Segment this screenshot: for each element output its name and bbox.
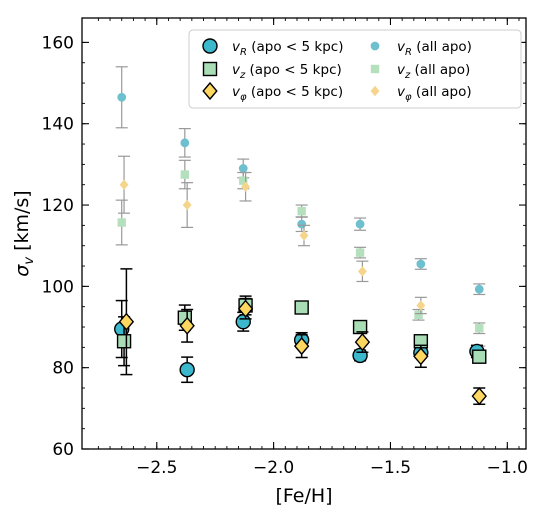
plot-area (81, 17, 527, 450)
data-point (293, 337, 310, 356)
data-point (355, 248, 365, 257)
legend-item: vz (all apo) (370, 62, 470, 81)
legend-label: vR (all apo) (397, 39, 472, 58)
data-point (237, 299, 254, 318)
legend-label: vz (all apo) (397, 62, 470, 81)
data-point (179, 316, 195, 335)
series-5 (118, 155, 486, 363)
legend-marker (370, 85, 380, 97)
x-tick-label: −2.0 (253, 458, 294, 478)
x-axis-label: [Fe/H] (275, 485, 332, 507)
data-point (352, 319, 368, 335)
data-point (357, 266, 367, 277)
data-point (352, 347, 368, 364)
x-tick-label: −2.5 (136, 458, 177, 478)
data-point (119, 179, 129, 190)
data-point (180, 138, 190, 148)
y-tick-label: 80 (52, 359, 74, 379)
data-point (414, 310, 423, 320)
legend-label: vR (apo < 5 kpc) (232, 39, 343, 58)
legend-marker (202, 61, 218, 77)
y-tick-label: 60 (52, 440, 74, 460)
series-2 (118, 268, 487, 406)
data-point (117, 218, 126, 227)
legend-marker (370, 41, 380, 51)
y-axis-label: σv [km/s] (11, 190, 37, 276)
data-point (475, 324, 484, 333)
data-point (235, 314, 251, 330)
series-4 (115, 159, 486, 335)
legend-label: vz (apo < 5 kpc) (232, 62, 342, 81)
x-tick-label: −1.5 (370, 458, 411, 478)
data-point (180, 170, 190, 179)
data-point (416, 300, 426, 311)
data-point (182, 199, 192, 211)
y-tick-label: 160 (42, 33, 74, 53)
data-point (416, 259, 426, 269)
legend-item: vφ (apo < 5 kpc) (202, 81, 343, 103)
legend-marker (202, 38, 218, 54)
data-point (117, 92, 127, 102)
data-point (241, 181, 251, 192)
legend-label: vφ (apo < 5 kpc) (232, 84, 343, 103)
data-point (294, 300, 309, 315)
y-tick-label: 100 (42, 277, 74, 297)
data-point (297, 206, 306, 216)
legend-item: vR (apo < 5 kpc) (202, 38, 343, 58)
legend-item: vR (all apo) (370, 39, 472, 58)
legend-item: vz (apo < 5 kpc) (202, 61, 342, 81)
data-point (354, 332, 371, 352)
data-point (471, 387, 487, 406)
plot-frame (81, 17, 527, 450)
data-point (116, 334, 132, 349)
data-point (472, 349, 487, 364)
data-point (118, 312, 135, 331)
legend: vR (apo < 5 kpc) vz (apo < 5 kpc) vφ (apo … (188, 29, 522, 109)
legend-marker (202, 81, 218, 101)
y-tick-label: 120 (42, 196, 74, 216)
y-axis: 60 80 100 120 140 160 σv [km/s] (11, 33, 526, 460)
data-point (299, 230, 309, 241)
y-tick-label: 140 (42, 115, 74, 135)
legend-marker (370, 64, 380, 74)
data-point (238, 164, 248, 173)
data-point (355, 219, 365, 229)
x-tick-label: −1.0 (487, 458, 528, 478)
x-axis: −2.5 −2.0 −1.5 −1.0 [Fe/H] (97, 18, 528, 507)
legend-box (188, 29, 522, 109)
data-point (179, 362, 195, 378)
data-point (413, 347, 429, 366)
legend-label: vφ (all apo) (397, 84, 472, 103)
data-point (474, 284, 484, 294)
legend-item: vφ (all apo) (370, 84, 472, 103)
